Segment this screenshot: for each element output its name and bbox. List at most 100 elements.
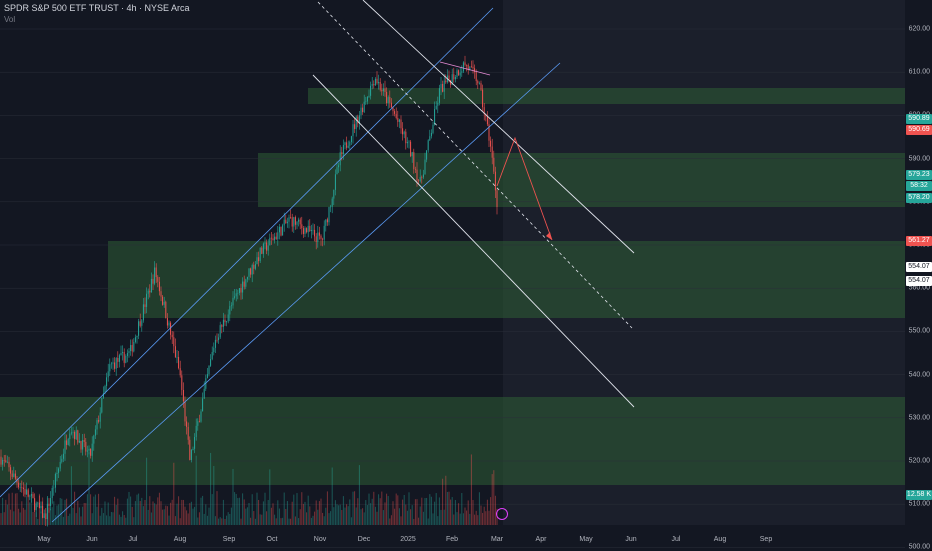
volume-bar <box>408 492 410 525</box>
volume-bar <box>336 504 338 525</box>
candle-body <box>26 489 28 495</box>
volume-bar <box>226 515 228 525</box>
volume-bar <box>363 512 365 525</box>
volume-bar <box>138 493 140 525</box>
volume-indicator-label[interactable]: Vol <box>4 15 16 24</box>
candle-body <box>75 430 77 440</box>
volume-bar <box>251 494 253 525</box>
volume-bar <box>442 478 444 525</box>
volume-bar <box>246 507 248 525</box>
volume-bar <box>414 499 416 525</box>
candle-body <box>163 301 165 305</box>
symbol-title[interactable]: SPDR S&P 500 ETF TRUST · 4h · NYSE Arca <box>4 3 190 13</box>
volume-bar <box>323 516 325 525</box>
volume-bar <box>147 509 149 525</box>
candle-body <box>133 341 135 352</box>
volume-bar <box>370 503 372 525</box>
candle-body <box>216 339 218 341</box>
candle-body <box>312 229 314 231</box>
volume-bar <box>150 512 152 525</box>
volume-bar <box>469 513 471 525</box>
candle-body <box>272 238 274 241</box>
candle-body <box>474 68 476 73</box>
volume-bar <box>318 501 320 525</box>
candle-body <box>142 304 144 321</box>
projection-arrow <box>496 136 553 241</box>
volume-bar <box>62 516 64 525</box>
candle-body <box>341 152 343 154</box>
volume-bar <box>480 505 482 525</box>
candle-body <box>490 140 492 147</box>
volume-bar <box>421 497 423 525</box>
candle-body <box>70 432 72 434</box>
price-tick-label: 510.00 <box>908 500 930 508</box>
candle-body <box>344 142 346 146</box>
volume-bar <box>203 513 205 525</box>
candle-body <box>286 221 288 224</box>
volume-bar <box>294 516 296 525</box>
time-tick-label: Dec <box>357 536 371 543</box>
volume-bar <box>80 516 82 525</box>
candle-body <box>38 502 40 509</box>
candle-body <box>125 355 127 363</box>
volume-bar <box>221 518 223 525</box>
candle-body <box>400 119 402 129</box>
volume-bar <box>309 506 311 525</box>
time-tick-label: Jun <box>625 536 637 543</box>
volume-bar <box>344 507 346 525</box>
volume-bar <box>90 494 92 525</box>
volume-bar <box>394 508 396 525</box>
candle-body <box>254 264 256 269</box>
candle-body <box>251 264 253 275</box>
candle-body <box>307 225 309 233</box>
volume-bar <box>261 514 263 525</box>
volume-bar <box>488 510 490 525</box>
volume-bar <box>240 518 242 525</box>
candle-body <box>366 96 368 102</box>
volume-bar <box>355 507 357 525</box>
candle-body <box>165 301 167 319</box>
candle-body <box>411 152 413 157</box>
volume-bar <box>358 465 360 525</box>
volume-bar <box>357 498 359 525</box>
candle-body <box>152 278 154 284</box>
volume-bar <box>69 513 71 525</box>
candle-body <box>410 141 412 157</box>
time-tick-label: Nov <box>313 536 327 543</box>
candle-body <box>347 145 349 148</box>
volume-bar <box>397 495 399 525</box>
volume-bar <box>91 513 93 525</box>
candle-body <box>467 64 469 71</box>
volume-bar <box>402 499 404 525</box>
candle-body <box>403 131 405 135</box>
volume-bar <box>75 513 77 525</box>
candle-body <box>368 95 370 97</box>
candle-body <box>459 72 461 76</box>
volume-bar <box>342 496 344 525</box>
volume-bar <box>149 496 151 525</box>
volume-bar <box>224 518 226 525</box>
volume-bar <box>218 518 220 525</box>
volume-bar <box>381 491 383 525</box>
volume-bar <box>467 500 469 525</box>
volume-bar <box>278 508 280 525</box>
volume-bar <box>426 497 428 525</box>
price-tick-label: 550.00 <box>908 327 930 335</box>
volume-bar <box>491 474 493 525</box>
candle-body <box>230 305 232 307</box>
tradingview-logo-icon[interactable] <box>496 508 508 520</box>
candle-body <box>237 293 239 294</box>
candle-body <box>131 345 133 352</box>
volume-bar <box>120 516 122 525</box>
volume-bar <box>158 492 160 525</box>
volume-bar <box>298 518 300 525</box>
time-tick-label: May <box>37 536 51 543</box>
volume-bar <box>413 518 415 525</box>
price-axis[interactable]: 620.00610.00600.00590.00580.00570.00560.… <box>905 0 932 551</box>
candle-body <box>197 421 199 426</box>
volume-bar <box>390 515 392 525</box>
candle-body <box>360 107 362 116</box>
volume-bar <box>382 510 384 525</box>
